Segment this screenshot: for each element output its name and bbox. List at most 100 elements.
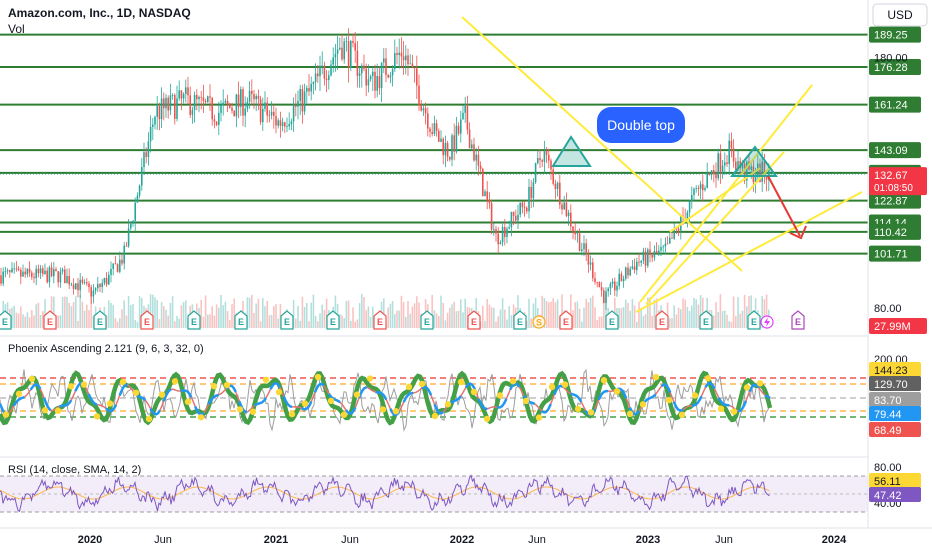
- svg-text:E: E: [609, 317, 615, 327]
- candle-body: [198, 96, 200, 100]
- dividend-marker[interactable]: S: [532, 315, 546, 329]
- rsi-axis-tick: 80.00: [874, 462, 902, 474]
- candle-body: [693, 188, 695, 196]
- candle-body: [636, 261, 638, 270]
- candle-body: [614, 281, 616, 291]
- candle-body: [759, 163, 761, 182]
- volume-bar: [160, 302, 163, 328]
- volume-bar: [746, 306, 748, 328]
- volume-bar: [182, 301, 185, 328]
- candle-body: [413, 67, 416, 69]
- phoenix-dot: [54, 407, 62, 414]
- candle-body: [204, 100, 207, 103]
- candle-body: [299, 88, 301, 101]
- last-price-badge: [869, 167, 927, 196]
- candle-body: [647, 249, 649, 266]
- candle-body: [112, 263, 114, 269]
- candle-body: [323, 65, 326, 79]
- volume-bar: [763, 299, 766, 328]
- candle-body: [420, 105, 422, 111]
- candle-body: [669, 237, 671, 244]
- candle-body: [116, 264, 119, 272]
- currency-button[interactable]: USD: [872, 3, 928, 27]
- volume-bar: [484, 320, 486, 328]
- candle-body: [671, 237, 673, 239]
- earnings-marker[interactable]: E: [513, 310, 527, 330]
- lower-channel-line: [635, 191, 863, 313]
- volume-bar: [273, 306, 275, 328]
- candle-body: [365, 68, 367, 86]
- volume-bar: [673, 305, 675, 328]
- volume-bar: [541, 295, 543, 328]
- earnings-marker[interactable]: E: [605, 310, 619, 330]
- earnings-marker[interactable]: E: [467, 310, 481, 330]
- candle-body: [143, 152, 145, 168]
- volume-bar: [165, 309, 167, 328]
- earnings-marker[interactable]: E: [655, 310, 669, 330]
- volume-bar: [22, 314, 24, 328]
- volume-bar: [218, 307, 220, 328]
- candle-body: [416, 68, 418, 86]
- volume-bar: [675, 314, 678, 328]
- earnings-marker[interactable]: E: [747, 310, 761, 330]
- volume-bar: [352, 307, 354, 328]
- earnings-marker[interactable]: E: [234, 310, 248, 330]
- phoenix-dot: [41, 407, 49, 414]
- phoenix-dot: [756, 380, 764, 387]
- candle-body: [519, 202, 521, 215]
- volume-bar: [253, 312, 255, 328]
- volume-bar: [268, 315, 271, 328]
- candle-body: [587, 254, 590, 265]
- candle-body: [4, 271, 7, 273]
- rsi-title: RSI (14, close, SMA, 14, 2): [8, 464, 141, 476]
- earnings-marker[interactable]: E: [0, 310, 12, 330]
- earnings-marker[interactable]: E: [326, 310, 340, 330]
- volume-bar: [167, 315, 169, 328]
- candle-body: [372, 71, 374, 77]
- volume-bar: [413, 303, 416, 328]
- earnings-marker[interactable]: E: [420, 310, 434, 330]
- volume-bar: [552, 298, 554, 328]
- volume-bar: [743, 294, 746, 328]
- candle-body: [259, 98, 262, 123]
- candle-body: [594, 278, 596, 283]
- earnings-marker[interactable]: E: [559, 310, 573, 330]
- earnings-marker[interactable]: E: [280, 310, 294, 330]
- candle-body: [246, 101, 249, 109]
- earnings-marker[interactable]: E: [140, 310, 154, 330]
- phoenix-dot: [418, 380, 426, 388]
- volume-bar: [28, 317, 31, 328]
- support-level-label: 189.25: [874, 30, 908, 42]
- volume-bar: [255, 303, 257, 328]
- future-earnings-marker[interactable]: E: [791, 310, 805, 330]
- volume-bar: [605, 294, 607, 328]
- candle-body: [367, 79, 370, 86]
- volume-bar: [655, 298, 658, 328]
- earnings-marker[interactable]: E: [43, 310, 57, 330]
- volume-bar: [224, 301, 227, 328]
- candle-body: [108, 274, 110, 285]
- candle-body: [581, 249, 583, 251]
- volume-bar: [68, 302, 70, 328]
- candle-body: [629, 268, 631, 276]
- volume-bar: [556, 299, 559, 328]
- earnings-marker[interactable]: E: [373, 310, 387, 330]
- candle-body: [132, 220, 134, 224]
- candle-body: [642, 251, 645, 261]
- split-marker-icon[interactable]: [760, 315, 774, 329]
- volume-bar: [444, 320, 447, 328]
- volume-bar: [138, 296, 141, 328]
- candle-body: [70, 284, 73, 286]
- volume-bar: [123, 300, 125, 328]
- candle-body: [570, 212, 572, 227]
- time-axis-tick: 2021: [264, 534, 288, 546]
- candle-body: [215, 121, 218, 125]
- rsi-sma-line: [0, 486, 770, 500]
- earnings-marker[interactable]: E: [187, 310, 201, 330]
- earnings-marker[interactable]: E: [93, 310, 107, 330]
- candle-body: [253, 93, 255, 100]
- earnings-marker[interactable]: E: [699, 310, 713, 330]
- candle-body: [695, 188, 697, 190]
- candle-body: [618, 273, 620, 286]
- candle-body: [732, 148, 735, 162]
